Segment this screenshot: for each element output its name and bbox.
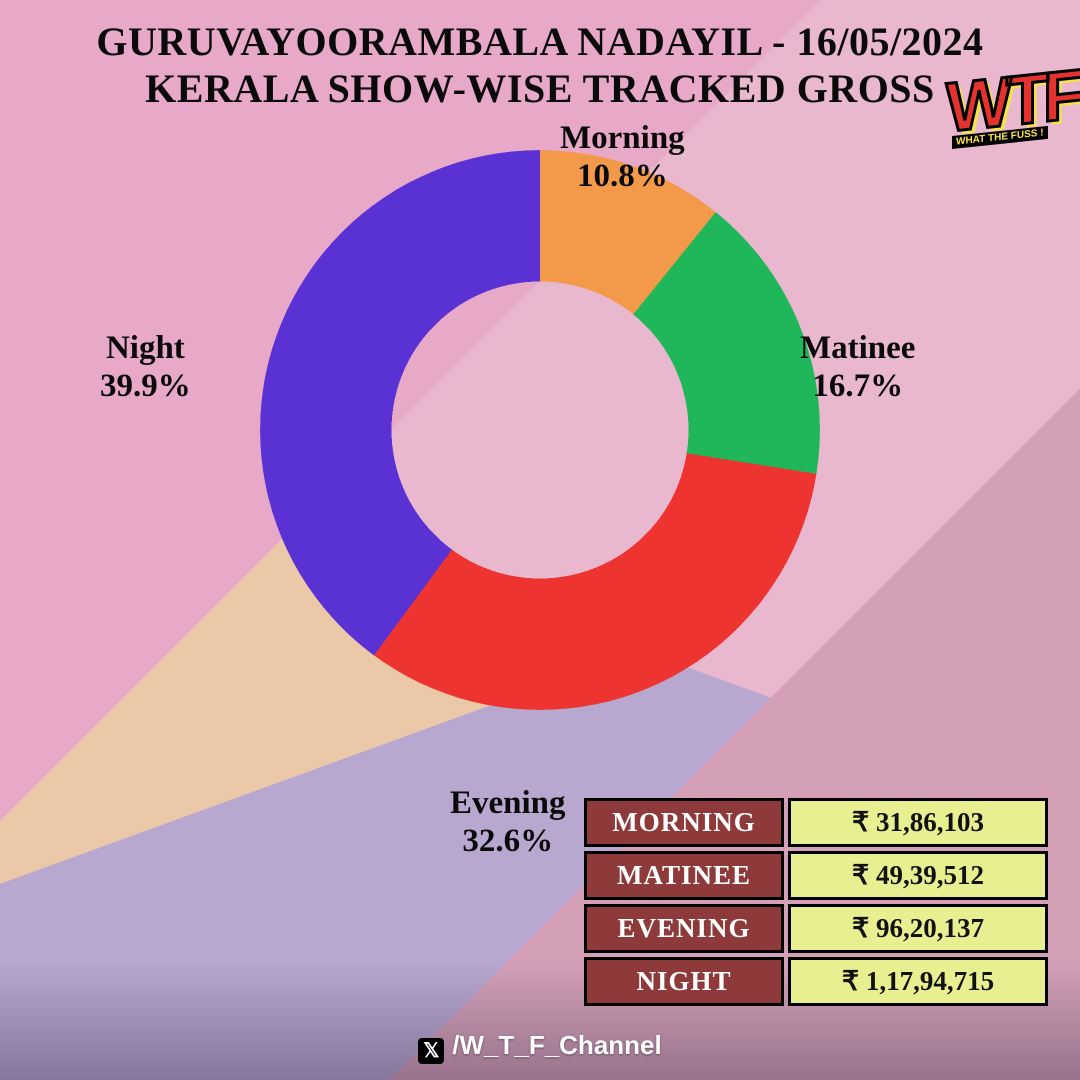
- slice-label-morning: Morning10.8%: [560, 120, 685, 196]
- footer-handle: 𝕏/W_T_F_Channel: [0, 1030, 1080, 1064]
- table-key: EVENING: [584, 904, 784, 953]
- page-title: GURUVAYOORAMBALA NADAYIL - 16/05/2024 KE…: [0, 18, 1080, 112]
- slice-pct: 39.9%: [100, 368, 191, 406]
- channel-logo: WTF WHAT THE FUSS !: [946, 62, 1056, 142]
- table-value: ₹ 49,39,512: [788, 851, 1048, 900]
- table-row: NIGHT₹ 1,17,94,715: [584, 957, 1048, 1006]
- donut-chart: [260, 150, 820, 710]
- slice-name: Morning: [560, 120, 685, 158]
- slice-pct: 16.7%: [800, 368, 915, 406]
- title-line-2: KERALA SHOW-WISE TRACKED GROSS: [0, 65, 1080, 112]
- table-value: ₹ 31,86,103: [788, 798, 1048, 847]
- content-layer: GURUVAYOORAMBALA NADAYIL - 16/05/2024 KE…: [0, 0, 1080, 1080]
- donut-graphic: [260, 150, 820, 710]
- title-line-1: GURUVAYOORAMBALA NADAYIL - 16/05/2024: [0, 18, 1080, 65]
- slice-name: Matinee: [800, 330, 915, 368]
- slice-pct: 10.8%: [560, 158, 685, 196]
- gross-table: MORNING₹ 31,86,103MATINEE₹ 49,39,512EVEN…: [580, 794, 1052, 1010]
- table-value: ₹ 1,17,94,715: [788, 957, 1048, 1006]
- footer-text: /W_T_F_Channel: [452, 1030, 661, 1060]
- table-row: EVENING₹ 96,20,137: [584, 904, 1048, 953]
- table-row: MORNING₹ 31,86,103: [584, 798, 1048, 847]
- slice-name: Evening: [450, 785, 566, 823]
- table-key: MORNING: [584, 798, 784, 847]
- table-key: NIGHT: [584, 957, 784, 1006]
- slice-label-matinee: Matinee16.7%: [800, 330, 915, 406]
- slice-label-night: Night39.9%: [100, 330, 191, 406]
- x-icon: 𝕏: [418, 1038, 444, 1064]
- table-value: ₹ 96,20,137: [788, 904, 1048, 953]
- table-key: MATINEE: [584, 851, 784, 900]
- slice-label-evening: Evening32.6%: [450, 785, 566, 861]
- slice-name: Night: [100, 330, 191, 368]
- table-row: MATINEE₹ 49,39,512: [584, 851, 1048, 900]
- slice-pct: 32.6%: [450, 823, 566, 861]
